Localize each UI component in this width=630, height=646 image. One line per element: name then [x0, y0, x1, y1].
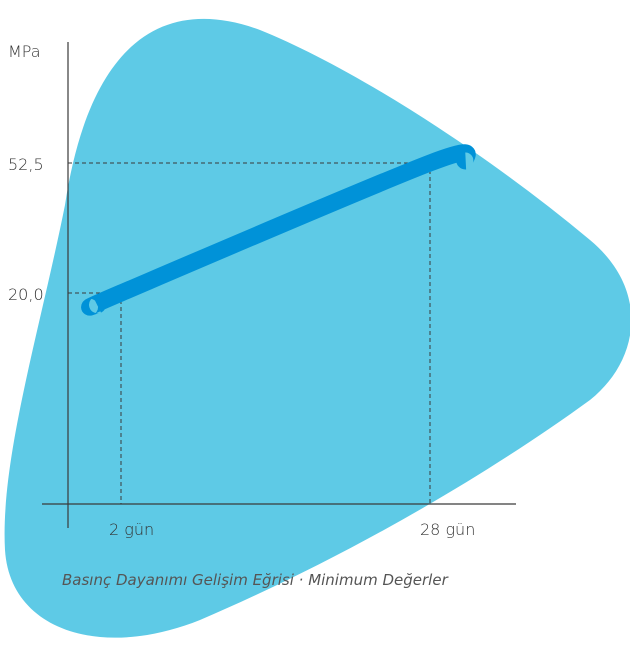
x-tick-label-28-days: 28 gün: [420, 520, 475, 539]
x-tick-label-2-days: 2 gün: [109, 520, 154, 539]
chart-caption: Basınç Dayanımı Gelişim Eğrisi · Minimum…: [62, 571, 449, 589]
y-axis-label: MPa: [8, 42, 41, 61]
y-tick-label-20: 20,0: [8, 285, 44, 304]
background-triangle-shape: [4, 18, 630, 638]
y-tick-label-52-5: 52,5: [8, 155, 44, 174]
